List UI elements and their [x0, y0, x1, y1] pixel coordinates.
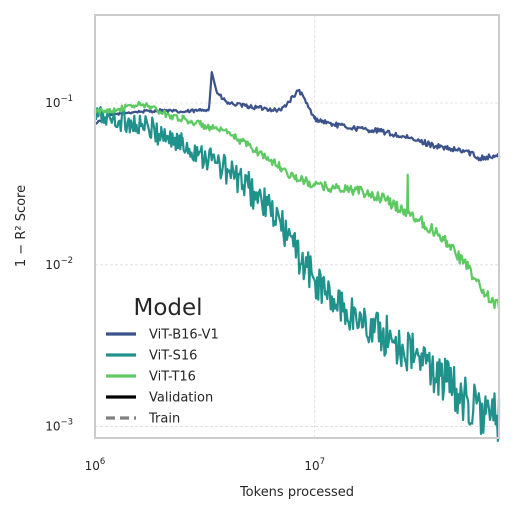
legend-entries: ViT-B16-V1 ViT-S16 ViT-T16 Validation Train [106, 328, 219, 427]
legend-label: Train [148, 412, 180, 427]
series-layer [93, 71, 501, 442]
y-tick-label: 10−3 [45, 418, 73, 434]
y-tick-exponent: −1 [60, 94, 73, 104]
legend-entry: ViT-B16-V1 [106, 328, 219, 343]
legend-label: ViT-T16 [149, 370, 196, 385]
y-tick-base: 10 [45, 420, 60, 434]
y-tick-exponent: −3 [60, 418, 73, 428]
x-tick-base: 10 [85, 459, 100, 473]
plot-frame [94, 14, 500, 439]
series-line-vit-b16-v1 [93, 71, 501, 162]
series-line-vit-s16 [93, 106, 501, 442]
legend-entry: ViT-S16 [106, 349, 197, 364]
series-line-vit-t16 [93, 100, 501, 310]
legend-entry: Validation [106, 391, 213, 406]
x-tick-exponent: 7 [320, 457, 325, 467]
x-tick-label: 107 [304, 457, 325, 473]
x-tick-base: 10 [304, 459, 319, 473]
x-tick-exponent: 6 [100, 457, 105, 467]
y-axis-label: 1 − R² Score [14, 185, 29, 267]
legend-entry: ViT-T16 [106, 370, 196, 385]
y-tick-label: 10−2 [45, 256, 73, 272]
x-tick-labels: 106 107 [85, 457, 325, 473]
y-tick-labels: 10−310−210−1 [45, 94, 73, 434]
legend-entry: Train [106, 412, 180, 427]
legend-label: ViT-S16 [149, 349, 197, 364]
y-tick-base: 10 [45, 96, 60, 110]
legend-title: Model [133, 295, 202, 321]
y-tick-base: 10 [45, 258, 60, 272]
x-axis-label: Tokens processed [239, 485, 354, 500]
legend-label: ViT-B16-V1 [149, 328, 219, 343]
y-tick-exponent: −2 [60, 256, 73, 266]
y-tick-label: 10−1 [45, 94, 73, 110]
legend-label: Validation [149, 391, 213, 406]
legend: Model ViT-B16-V1 ViT-S16 ViT-T16 Validation… [106, 295, 219, 427]
x-tick-label: 106 [85, 457, 106, 473]
